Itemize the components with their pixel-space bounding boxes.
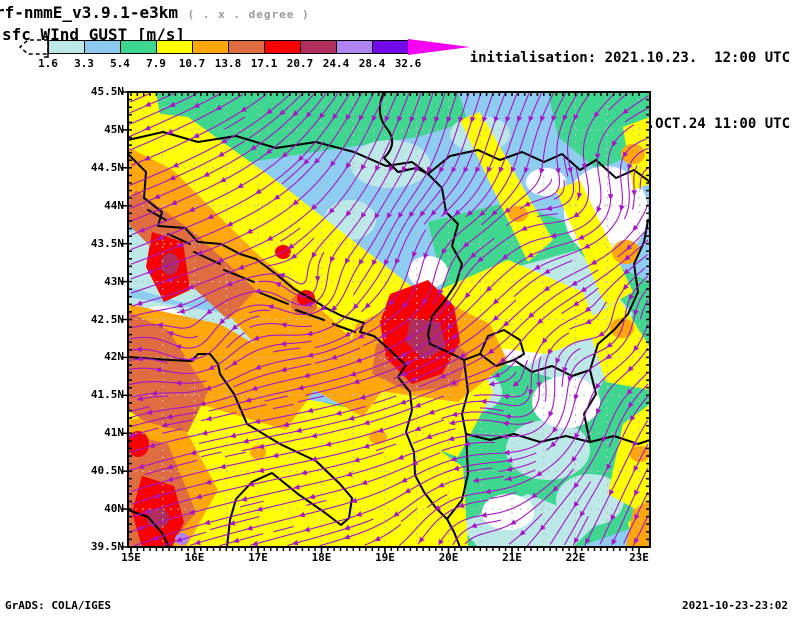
run-info: initialisation: 2021.10.23. 12:00 UTC va… [470,3,790,157]
colorbar-tick-label: 7.9 [146,57,166,70]
lon-label: 19E [375,551,395,564]
initialisation-line: initialisation: 2021.10.23. 12:00 UTC [469,50,790,66]
creation-timestamp: 2021-10-23-23:02 [682,599,788,612]
lat-label: 41.5N [90,388,124,402]
lat-label: 42N [104,350,124,364]
lat-label: 43.5N [90,236,124,250]
colorbar-tick-label: 1.6 [38,57,58,70]
colorbar-overflow-arrow [408,39,470,55]
wind-streamlines [128,92,649,547]
colorbar-tick-label: 32.6 [394,57,422,70]
map-frame [127,91,651,548]
colorbar-tick-label: 3.3 [74,57,94,70]
gust-shading [128,92,650,547]
colorbar-segment [264,40,301,54]
lat-label: 45N [104,122,124,136]
lon-label: 20E [438,551,459,564]
colorbar-tick-label: 10.7 [178,57,206,70]
model-subtitle: ( . x . degree ) [187,8,310,21]
field-title: sfc WInd GUST [m/s] [2,25,186,44]
lat-label: 40.5N [90,464,124,478]
colorbar-segment [336,40,373,54]
lon-label: 18E [311,551,332,564]
colorbar-tick-label: 17.1 [250,57,278,70]
colorbar-segment [192,40,229,54]
colorbar-tick-label: 5.4 [110,57,130,70]
lat-label: 40N [104,502,124,516]
model-title-text: rf-nmmE_v3.9.1-e3km [0,3,179,22]
lon-label: 21E [502,551,522,564]
lat-label: 44.5N [90,160,124,174]
map-canvas [121,91,651,554]
colorbar-segment [372,40,409,54]
colorbar-segment [300,40,337,54]
colorbar-tick-label: 13.8 [214,57,242,70]
lon-label: 15E [121,551,141,564]
lat-label: 41N [104,426,124,440]
model-title: rf-nmmE_v3.9.1-e3km ( . x . degree ) [0,3,310,22]
lon-label: 17E [248,551,268,564]
lon-label: 22E [565,551,586,564]
grads-credit: GrADS: COLA/IGES [5,599,111,612]
colorbar-tick-label: 20.7 [286,57,314,70]
colorbar-tick-label: 28.4 [358,57,386,70]
lat-label: 42.5N [90,312,124,326]
weather-map [121,91,651,554]
lon-label: 16E [184,551,205,564]
lat-label: 39.5N [90,540,124,553]
lat-label: 44N [104,198,124,212]
colorbar-tick-label: 24.4 [322,57,350,70]
lat-label: 45.5N [90,85,124,98]
lat-label: 43N [104,274,124,288]
colorbar-segment [228,40,265,54]
lon-label: 23E [629,551,649,564]
